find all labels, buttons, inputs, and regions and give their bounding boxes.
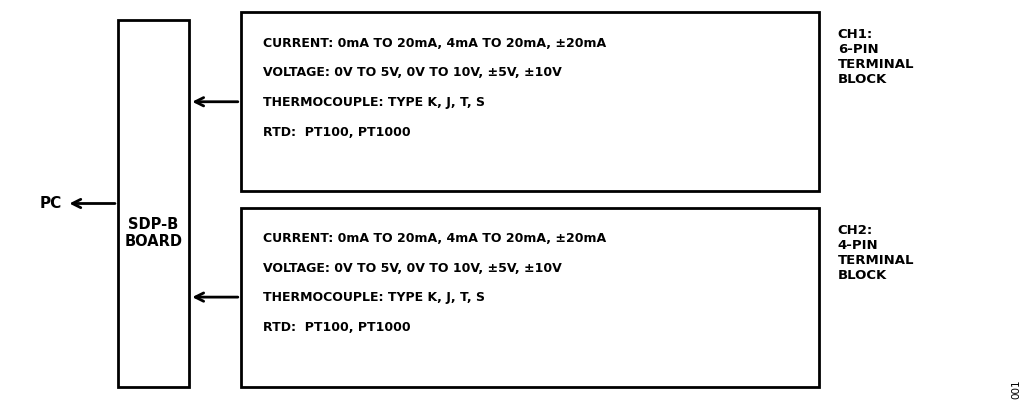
Text: CH1:
6-PIN
TERMINAL
BLOCK: CH1: 6-PIN TERMINAL BLOCK bbox=[838, 28, 914, 87]
Text: RTD:  PT100, PT1000: RTD: PT100, PT1000 bbox=[263, 321, 411, 334]
Text: THERMOCOUPLE: TYPE K, J, T, S: THERMOCOUPLE: TYPE K, J, T, S bbox=[263, 96, 485, 109]
Text: CURRENT: 0mA TO 20mA, 4mA TO 20mA, ±20mA: CURRENT: 0mA TO 20mA, 4mA TO 20mA, ±20mA bbox=[263, 37, 606, 50]
Bar bbox=[241, 208, 819, 387]
Text: VOLTAGE: 0V TO 5V, 0V TO 10V, ±5V, ±10V: VOLTAGE: 0V TO 5V, 0V TO 10V, ±5V, ±10V bbox=[263, 262, 562, 275]
Text: CURRENT: 0mA TO 20mA, 4mA TO 20mA, ±20mA: CURRENT: 0mA TO 20mA, 4mA TO 20mA, ±20mA bbox=[263, 232, 606, 245]
Text: PC: PC bbox=[39, 196, 61, 211]
Text: SDP-B
BOARD: SDP-B BOARD bbox=[125, 217, 182, 249]
Text: 001: 001 bbox=[1012, 379, 1022, 399]
Text: RTD:  PT100, PT1000: RTD: PT100, PT1000 bbox=[263, 126, 411, 139]
Text: CH2:
4-PIN
TERMINAL
BLOCK: CH2: 4-PIN TERMINAL BLOCK bbox=[838, 224, 914, 282]
Bar bbox=[241, 12, 819, 191]
Text: THERMOCOUPLE: TYPE K, J, T, S: THERMOCOUPLE: TYPE K, J, T, S bbox=[263, 291, 485, 304]
Bar bbox=[118, 20, 189, 387]
Text: VOLTAGE: 0V TO 5V, 0V TO 10V, ±5V, ±10V: VOLTAGE: 0V TO 5V, 0V TO 10V, ±5V, ±10V bbox=[263, 66, 562, 79]
